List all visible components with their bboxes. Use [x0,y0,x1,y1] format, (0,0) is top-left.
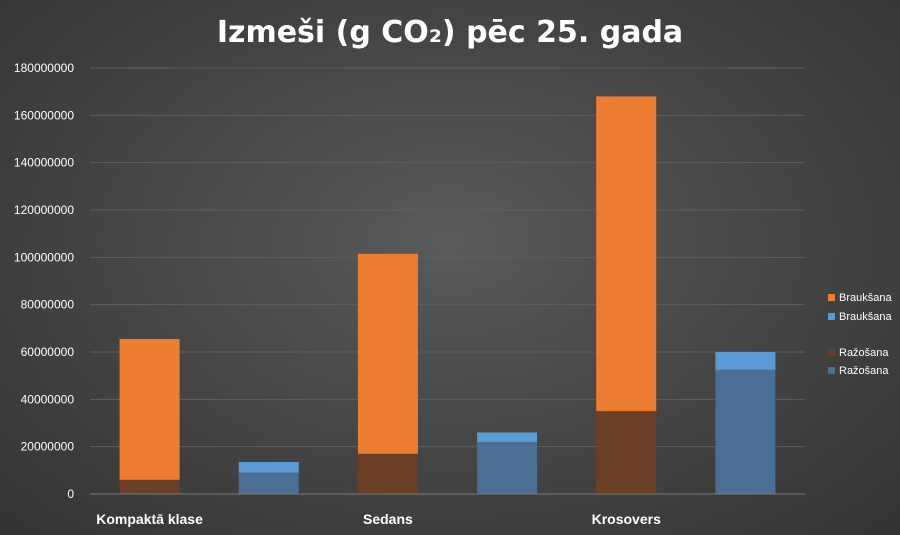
y-tick-label: 100000000 [14,250,74,264]
y-tick-label: 60000000 [21,345,75,359]
bar-segment [119,479,180,494]
bar-segment [715,369,776,494]
bar-segment [596,411,657,494]
bar-segment [238,462,299,473]
legend: Braukšana Braukšana Ražošana Ražošana [828,292,892,377]
y-axis-ticks: 0 20000000 40000000 60000000 80000000 1000000… [14,61,74,501]
legend-swatch [828,313,835,320]
y-tick-label: 120000000 [14,203,74,217]
legend-label: Ražošana [839,365,889,377]
bar-segment [238,472,299,494]
gridlines [90,67,805,448]
bar-segment [596,96,657,412]
bar-segment [357,453,418,494]
bar-segment [477,432,538,442]
y-tick-label: 20000000 [21,440,75,454]
bars [119,96,776,494]
x-axis-labels: Kompaktā klase Sedans Krosovers [96,511,661,527]
y-tick-label: 180000000 [14,61,74,75]
legend-swatch [828,367,835,374]
y-tick-label: 160000000 [14,108,74,122]
bar-segment [715,352,776,370]
legend-label: Braukšana [839,311,892,323]
y-tick-label: 140000000 [14,156,74,170]
bar-segment [477,441,538,494]
x-category-label: Krosovers [592,511,661,527]
y-tick-label: 0 [67,487,74,501]
bar-segment [357,253,418,454]
chart-title: Izmeši (g CO₂) pēc 25. gada [217,15,683,50]
y-tick-label: 40000000 [21,392,75,406]
legend-label: Ražošana [839,347,889,359]
legend-swatch [828,349,835,356]
bar-segment [119,338,180,480]
x-category-label: Kompaktā klase [96,511,203,527]
legend-label: Braukšana [839,292,892,304]
y-tick-label: 80000000 [21,298,75,312]
legend-swatch [828,294,835,301]
x-category-label: Sedans [363,511,413,527]
